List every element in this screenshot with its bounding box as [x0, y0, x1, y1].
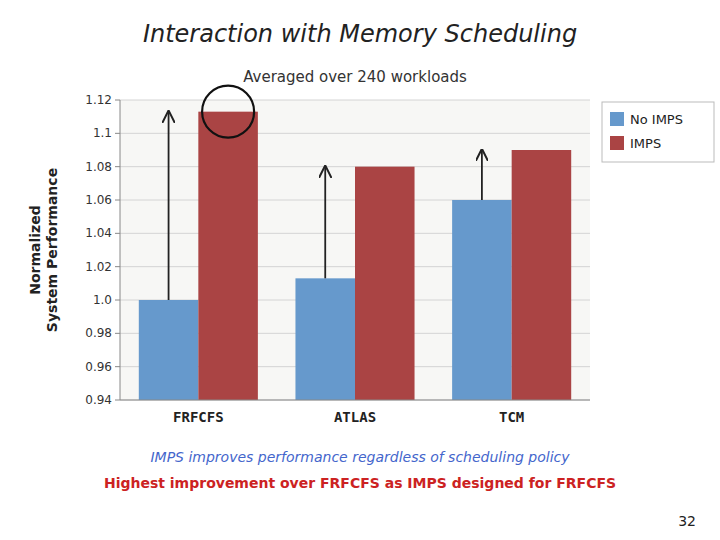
highlight-circle: [202, 86, 254, 138]
improvement-arrow: [168, 112, 170, 300]
improvement-arrow: [324, 167, 326, 279]
y-tick: [115, 266, 120, 267]
y-tick-label: 1.0: [93, 293, 112, 307]
x-tick-label: TCM: [499, 409, 524, 425]
y-tick: [115, 400, 120, 401]
bar: [295, 278, 355, 400]
bar: [355, 167, 415, 400]
y-tick-label: 1.1: [93, 126, 112, 140]
y-tick-label: 1.04: [85, 226, 112, 240]
y-tick-label: 1.12: [85, 93, 112, 107]
grid-line: [120, 133, 590, 134]
y-tick: [115, 166, 120, 167]
y-axis-label-line: Normalized: [27, 205, 43, 295]
bar: [512, 150, 572, 400]
annotation: IMPS improves performance regardless of …: [150, 449, 570, 465]
y-tick: [115, 233, 120, 234]
y-tick-label: 1.08: [85, 160, 112, 174]
subtitle: Averaged over 240 workloads: [243, 68, 467, 86]
y-tick: [115, 300, 120, 301]
bar: [139, 300, 199, 400]
y-tick: [115, 133, 120, 134]
bars: [139, 112, 571, 400]
annotation: Highest improvement over FRFCFS as IMPS …: [104, 475, 616, 491]
improvement-arrow: [481, 150, 483, 200]
y-tick-label: 0.94: [85, 393, 112, 407]
y-tick: [115, 366, 120, 367]
page-number: 32: [678, 513, 696, 529]
x-tick-label: ATLAS: [334, 409, 376, 425]
legend-label: IMPS: [630, 136, 661, 151]
grid-line: [120, 100, 590, 101]
legend-label: No IMPS: [630, 112, 683, 127]
bar: [198, 112, 258, 400]
y-tick-label: 0.98: [85, 326, 112, 340]
legend-swatch: [610, 112, 624, 126]
grid-line: [120, 400, 590, 401]
y-tick-label: 1.06: [85, 193, 112, 207]
legend: No IMPS IMPS: [602, 102, 714, 162]
chart-root: Interaction with Memory Scheduling Averag…: [0, 0, 720, 540]
legend-swatch: [610, 136, 624, 150]
x-tick-label: FRFCFS: [173, 409, 224, 425]
y-tick: [115, 200, 120, 201]
y-axis-label: NormalizedSystem Performance: [27, 168, 60, 332]
title: Interaction with Memory Scheduling: [143, 20, 577, 48]
y-tick: [115, 100, 120, 101]
y-tick: [115, 333, 120, 334]
y-tick-label: 1.02: [85, 260, 112, 274]
y-tick-label: 0.96: [85, 360, 112, 374]
bar: [452, 200, 512, 400]
y-axis-line: [120, 100, 121, 400]
y-ticks: 0.94 0.96 0.98 1.0 1.02 1.04 1.06 1.08 1.1 1.12: [85, 93, 120, 407]
y-axis-label-line: System Performance: [44, 168, 60, 332]
x-axis-line: [120, 400, 590, 401]
legend-frame: [602, 102, 714, 162]
